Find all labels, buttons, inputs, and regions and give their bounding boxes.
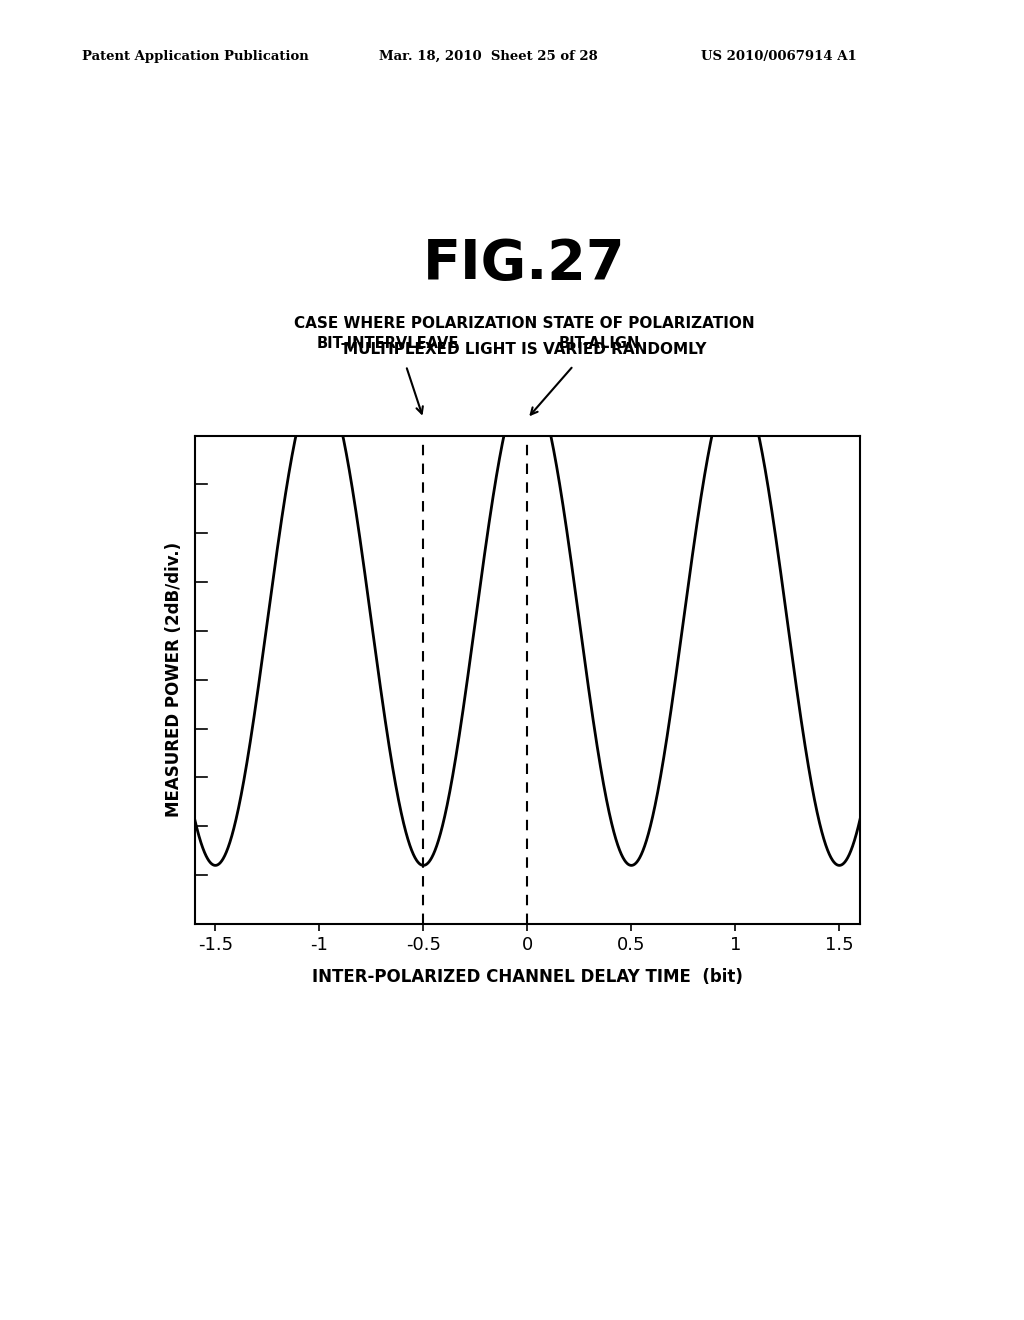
Text: CASE WHERE POLARIZATION STATE OF POLARIZATION: CASE WHERE POLARIZATION STATE OF POLARIZ… <box>294 315 755 331</box>
Text: BIT-ALIGN: BIT-ALIGN <box>558 337 640 351</box>
X-axis label: INTER-POLARIZED CHANNEL DELAY TIME  (bit): INTER-POLARIZED CHANNEL DELAY TIME (bit) <box>312 968 742 986</box>
Text: Mar. 18, 2010  Sheet 25 of 28: Mar. 18, 2010 Sheet 25 of 28 <box>379 50 598 63</box>
Text: FIG.27: FIG.27 <box>423 238 626 290</box>
Text: Patent Application Publication: Patent Application Publication <box>82 50 308 63</box>
Text: BIT-INTERVLEAVE: BIT-INTERVLEAVE <box>316 337 459 351</box>
Text: US 2010/0067914 A1: US 2010/0067914 A1 <box>701 50 857 63</box>
Y-axis label: MEASURED POWER (2dB/div.): MEASURED POWER (2dB/div.) <box>166 543 183 817</box>
Text: MULTIPLEXED LIGHT IS VARIED RANDOMLY: MULTIPLEXED LIGHT IS VARIED RANDOMLY <box>343 342 706 358</box>
